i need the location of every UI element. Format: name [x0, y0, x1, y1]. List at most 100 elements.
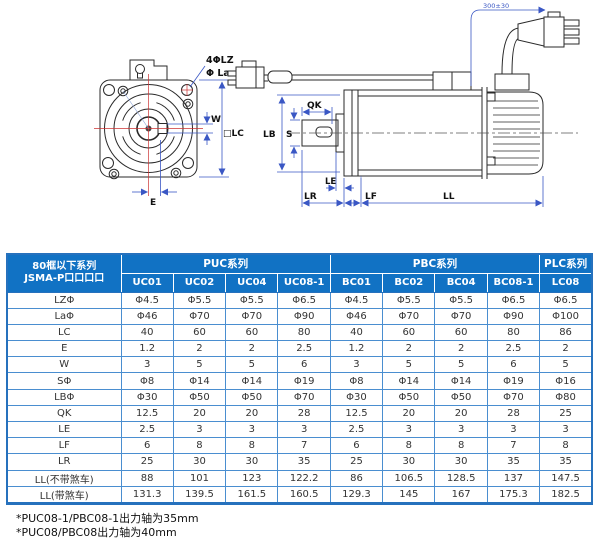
column-header-model: BC02: [382, 272, 436, 293]
terminal-box: [129, 59, 168, 80]
table-cell: 25: [120, 453, 174, 471]
table-cell: 8: [225, 437, 279, 455]
table-cell: Φ5.5: [172, 291, 227, 309]
footnotes: *PUC08-1/PBC08-1出力轴为35mm *PUC08/PBC08出力轴…: [16, 512, 199, 540]
table-row: LR 25 30 30 35 25 30 30 35 35: [6, 453, 593, 471]
rear-fins: [493, 100, 540, 166]
mounting-hole: [102, 157, 114, 169]
column-header-model: BC08-1: [486, 272, 541, 293]
table-cell: 106.5: [382, 469, 436, 487]
table-cell: 101: [172, 469, 227, 487]
table-cell: Φ50: [382, 388, 436, 406]
table-cell: Φ14: [382, 372, 436, 390]
table-cell: 88: [120, 469, 174, 487]
table-cell: Φ70: [486, 388, 541, 406]
table-cell: Φ6.5: [277, 291, 331, 309]
table-row: LL(带煞车) 131.3 139.5 161.5 160.5 129.3 145 167 17…: [6, 485, 593, 504]
table-cell: Φ80: [539, 388, 593, 406]
table-row: LBΦ Φ30 Φ50 Φ50 Φ70 Φ30 Φ50 Φ50 Φ70 Φ80: [6, 388, 593, 406]
table-cell: 35: [277, 453, 331, 471]
table-cell: Φ90: [277, 307, 331, 325]
table-cell: 28: [486, 404, 541, 423]
label-lr: LR: [304, 192, 317, 202]
table-cell: Φ46: [329, 307, 384, 325]
row-label: QK: [6, 404, 122, 423]
table-cell: Φ70: [225, 307, 279, 325]
table-cell: Φ14: [172, 372, 227, 390]
side-view-drawing: [301, 27, 544, 179]
label-lb: LB: [263, 130, 276, 140]
row-label: LR: [6, 453, 122, 471]
spec-table-body: LZΦ Φ4.5 Φ5.5 Φ5.5 Φ6.5 Φ4.5 Φ5.5 Φ5.5 Φ6.5 Φ6.5 L…: [6, 291, 593, 504]
table-cell: Φ30: [120, 388, 174, 406]
table-cell: Φ14: [434, 372, 488, 390]
table-cell: 3: [277, 420, 331, 439]
front-view-labels: 4ΦLZ Φ La W □LC E: [150, 55, 244, 208]
row-label: LBΦ: [6, 388, 122, 406]
table-cell: 1.2: [329, 340, 384, 358]
label-e: E: [150, 198, 156, 208]
table-cell: 25: [539, 404, 593, 423]
table-cell: 128.5: [434, 469, 488, 487]
table-cell: 12.5: [329, 404, 384, 423]
table-cell: Φ100: [539, 307, 593, 325]
table-cell: Φ5.5: [382, 291, 436, 309]
table-cell: 20: [434, 404, 488, 423]
table-cell: 20: [225, 404, 279, 423]
table-cell: 35: [539, 453, 593, 471]
table-cell: 2.5: [329, 420, 384, 439]
table-cell: Φ16: [539, 372, 593, 390]
table-cell: Φ70: [277, 388, 331, 406]
power-connector-drawing: [517, 11, 580, 48]
table-cell: 6: [486, 356, 541, 374]
column-header-model: UC04: [225, 272, 279, 293]
table-cell: 1.2: [120, 340, 174, 358]
side-view-labels: QK S LB LE LR LF LL 300±30: [263, 2, 509, 202]
table-cell: Φ5.5: [225, 291, 279, 309]
table-cell: 8: [539, 437, 593, 455]
table-cell: 2.5: [120, 420, 174, 439]
table-cell: Φ4.5: [120, 291, 174, 309]
group-header-pbc: PBC系列: [329, 253, 541, 274]
table-cell: 5: [172, 356, 227, 374]
row-label: LZΦ: [6, 291, 122, 309]
series-header-row: 80框以下系列 JSMA-P口口口口 PUC系列 PBC系列 PLC系列: [6, 253, 593, 293]
table-cell: Φ50: [172, 388, 227, 406]
table-cell: Φ70: [382, 307, 436, 325]
table-cell: Φ19: [486, 372, 541, 390]
table-cell: 3: [120, 356, 174, 374]
table-cell: 5: [434, 356, 488, 374]
table-cell: Φ46: [120, 307, 174, 325]
table-cell: Φ6.5: [539, 291, 593, 309]
row-label: LE: [6, 420, 122, 439]
table-cell: 2: [382, 340, 436, 358]
column-header-model: UC08-1: [277, 272, 331, 293]
front-view-dimensions: [132, 65, 229, 196]
table-cell: 35: [486, 453, 541, 471]
column-header-model: UC02: [172, 272, 227, 293]
table-row: LE 2.5 3 3 3 2.5 3 3 3 3: [6, 420, 593, 439]
table-cell: 3: [172, 420, 227, 439]
footnote-line: *PUC08/PBC08出力轴为40mm: [16, 526, 177, 539]
dimension-spec-table: 80框以下系列 JSMA-P口口口口 PUC系列 PBC系列 PLC系列 UC0…: [6, 253, 593, 505]
column-header-model: UC01: [120, 272, 174, 293]
table-cell: 5: [225, 356, 279, 374]
table-cell: Φ4.5: [329, 291, 384, 309]
group-header-plc: PLC系列: [539, 253, 593, 274]
table-cell: Φ6.5: [486, 291, 541, 309]
table-cell: 3: [329, 356, 384, 374]
table-cell: Φ14: [225, 372, 279, 390]
table-cell: 8: [382, 437, 436, 455]
table-cell: 60: [434, 323, 488, 342]
table-cell: Φ8: [329, 372, 384, 390]
table-cell: Φ50: [434, 388, 488, 406]
table-cell: 129.3: [329, 485, 384, 504]
table-cell: 6: [120, 437, 174, 455]
table-cell: 30: [434, 453, 488, 471]
corner-header-line1: 80框以下系列: [32, 260, 97, 272]
table-header: 80框以下系列 JSMA-P口口口口 PUC系列 PBC系列 PLC系列 UC0…: [6, 253, 593, 293]
table-cell: 7: [486, 437, 541, 455]
table-cell: 5: [539, 356, 593, 374]
corner-header-line2: JSMA-P口口口口: [24, 273, 105, 285]
